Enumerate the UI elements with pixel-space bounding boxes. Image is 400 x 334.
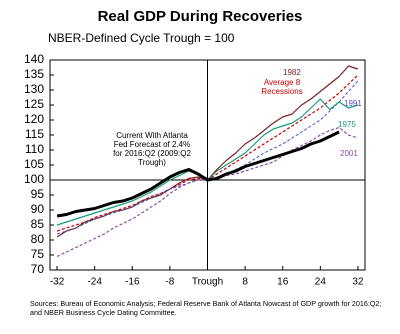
y-tick-label: 125 <box>24 97 44 111</box>
y-tick-label: 135 <box>24 67 44 81</box>
y-tick-label: 115 <box>25 127 44 141</box>
y-tick-label: 70 <box>31 262 45 276</box>
y-tick-label: 85 <box>31 217 45 231</box>
x-tick-label: -32 <box>50 277 65 288</box>
y-tick-label: 80 <box>31 232 45 246</box>
y-tick-label: 90 <box>31 202 45 216</box>
x-tick-label: 24 <box>315 277 327 288</box>
chart-title: Real GDP During Recoveries <box>97 8 303 25</box>
series-label: 2001 <box>340 149 358 158</box>
y-tick-label: 105 <box>24 157 44 171</box>
series-label: 1975 <box>338 120 356 129</box>
chart-subtitle: NBER-Defined Cycle Trough = 100 <box>48 31 235 45</box>
y-tick-label: 130 <box>24 82 44 96</box>
x-tick-label: Trough <box>192 277 223 288</box>
series-label: 1991 <box>344 99 362 108</box>
y-tick-label: 95 <box>31 187 45 201</box>
y-tick-label: 120 <box>24 112 44 126</box>
y-tick-label: 110 <box>25 142 44 156</box>
x-tick-label: -16 <box>125 277 140 288</box>
x-tick-label: -8 <box>165 277 174 288</box>
series-label: Current With Atlanta Fed Forecast of 2.4… <box>113 131 191 167</box>
y-tick-label: 100 <box>24 172 44 186</box>
x-tick-label: -24 <box>87 277 102 288</box>
y-tick-label: 75 <box>31 247 45 261</box>
x-tick-label: 16 <box>277 277 289 288</box>
series-label: Average 8 Recessions <box>261 78 303 96</box>
series-line <box>56 130 340 218</box>
x-tick-label: 8 <box>242 277 248 288</box>
series-label: 1982 <box>283 68 301 77</box>
source-note: Sources: Bureau of Economic Analysis; Fe… <box>30 299 382 317</box>
y-tick-label: 140 <box>24 52 44 66</box>
x-tick-label: 32 <box>352 277 364 288</box>
